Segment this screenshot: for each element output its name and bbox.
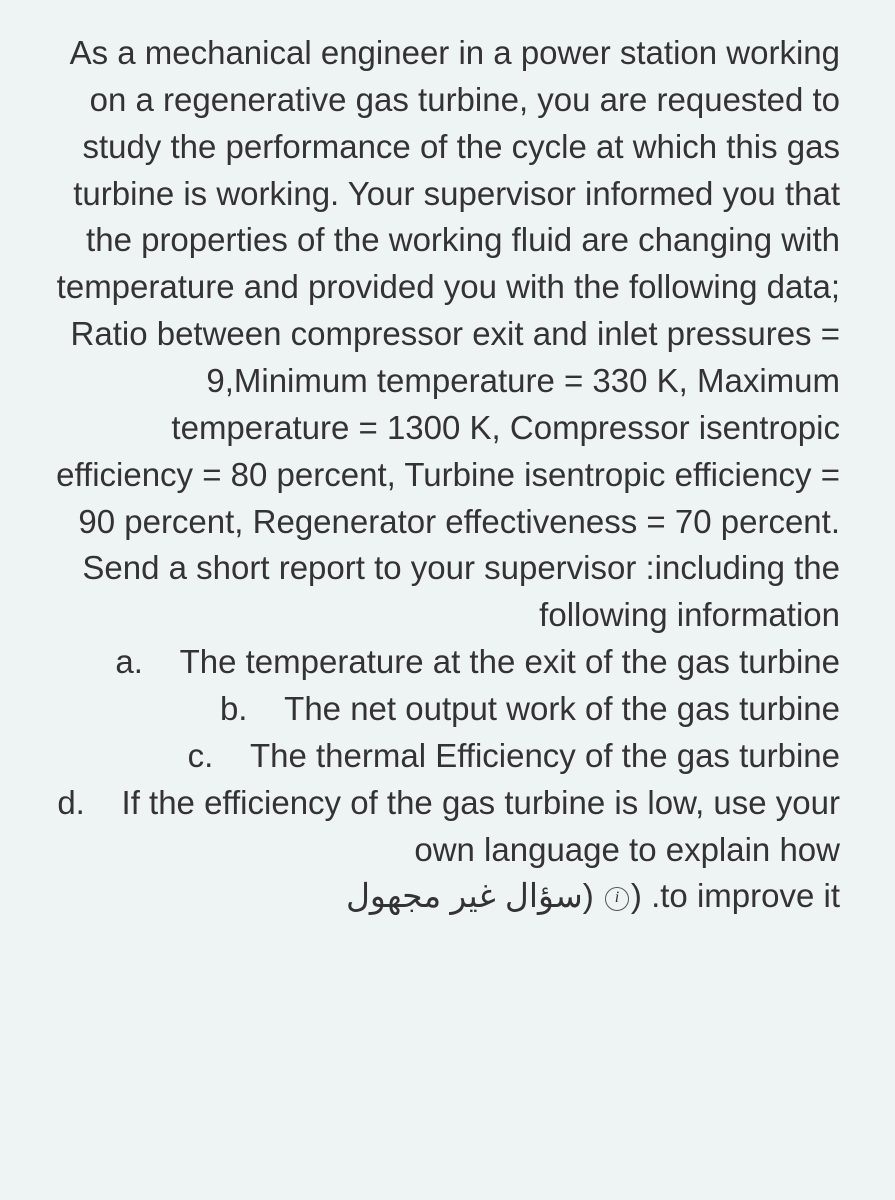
item-d-text-part1: If the efficiency of the gas turbine is … [122, 784, 840, 868]
item-d-text-part2: .to improve it [651, 877, 840, 914]
item-c-text: The thermal Efficiency of the gas turbin… [250, 737, 840, 774]
closing-paren: ) [631, 877, 642, 914]
item-c: c. The thermal Efficiency of the gas tur… [55, 733, 840, 780]
item-b: b. The net output work of the gas turbin… [55, 686, 840, 733]
item-a: a. The temperature at the exit of the ga… [55, 639, 840, 686]
item-d: d. If the efficiency of the gas turbine … [55, 780, 840, 874]
item-a-label: a. [115, 643, 143, 680]
item-d-last-line: (سؤال غير مجهول i) .to improve it [55, 873, 840, 920]
main-text-content: As a mechanical engineer in a power stat… [56, 34, 840, 633]
arabic-note: (سؤال غير مجهول [346, 877, 594, 914]
info-icon: i [605, 887, 629, 911]
item-b-label: b. [220, 690, 248, 727]
item-b-text: The net output work of the gas turbine [284, 690, 840, 727]
question-paragraph: As a mechanical engineer in a power stat… [55, 30, 840, 639]
item-d-label: d. [57, 784, 85, 821]
item-a-text: The temperature at the exit of the gas t… [180, 643, 840, 680]
item-c-label: c. [188, 737, 214, 774]
